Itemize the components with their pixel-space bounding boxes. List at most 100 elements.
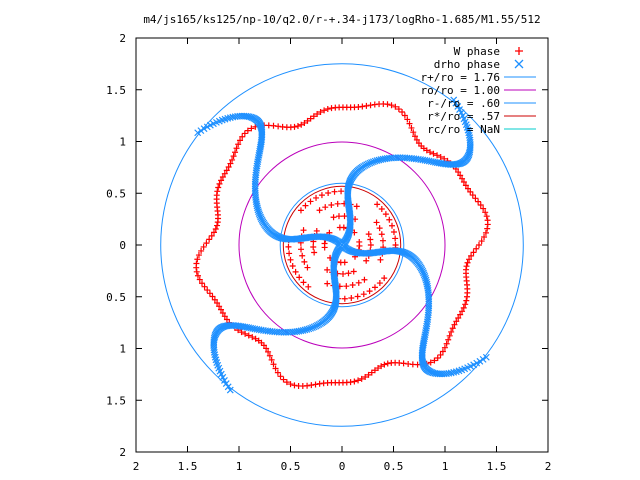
drho-phase-point bbox=[368, 158, 375, 166]
w-phase-point bbox=[299, 252, 306, 259]
w-phase-point bbox=[260, 342, 267, 349]
drho-phase-point bbox=[222, 380, 230, 387]
w-phase-point bbox=[378, 231, 385, 238]
w-phase-point bbox=[338, 188, 345, 195]
w-phase-point bbox=[265, 348, 272, 355]
w-phase-point bbox=[230, 153, 237, 160]
w-phase-point bbox=[367, 236, 374, 243]
w-phase-point bbox=[382, 211, 389, 218]
w-phase-point bbox=[266, 352, 273, 359]
w-phase-point bbox=[270, 361, 277, 368]
w-phase-point bbox=[272, 365, 279, 372]
drho-phase-point bbox=[310, 323, 318, 331]
w-phase-point bbox=[366, 288, 373, 295]
w-phase-point bbox=[263, 345, 270, 352]
drho-phase-point bbox=[256, 211, 264, 219]
w-phase-point bbox=[287, 381, 294, 388]
w-phase-point bbox=[473, 245, 480, 252]
w-phase-point bbox=[453, 318, 460, 325]
legend-marker bbox=[515, 47, 523, 55]
w-phase-point bbox=[475, 198, 482, 205]
w-phase-point bbox=[280, 376, 287, 383]
w-phase-point bbox=[241, 130, 248, 137]
w-phase-point bbox=[219, 174, 226, 181]
w-phase-point bbox=[406, 120, 413, 127]
drho-phase-point bbox=[254, 206, 262, 214]
drho-phase-point bbox=[194, 129, 202, 137]
w-phase-point bbox=[455, 169, 462, 176]
w-phase-point bbox=[312, 381, 319, 388]
w-phase-point bbox=[285, 243, 292, 250]
drho-phase-point bbox=[476, 357, 484, 365]
w-phase-point bbox=[460, 179, 467, 186]
w-phase-point bbox=[208, 232, 215, 239]
w-phase-point bbox=[348, 295, 355, 302]
w-phase-point bbox=[283, 379, 290, 386]
drho-phase-point bbox=[450, 96, 458, 104]
w-phase-point bbox=[371, 101, 378, 108]
w-phase-point bbox=[401, 112, 408, 119]
w-phase-point bbox=[410, 129, 417, 136]
w-phase-point bbox=[386, 216, 393, 223]
w-phase-point bbox=[434, 152, 441, 159]
w-phase-point bbox=[318, 192, 325, 199]
w-phase-point bbox=[378, 363, 385, 370]
w-phase-point bbox=[354, 293, 361, 300]
w-phase-point bbox=[343, 283, 350, 290]
w-phase-point bbox=[376, 280, 383, 287]
w-phase-point bbox=[449, 325, 456, 332]
w-phase-point bbox=[307, 115, 314, 122]
w-phase-point bbox=[467, 188, 474, 195]
w-phase-point bbox=[308, 382, 315, 389]
w-phase-point bbox=[379, 237, 386, 244]
x-tick-label: 0.5 bbox=[281, 460, 301, 473]
w-phase-point bbox=[300, 279, 307, 286]
w-phase-point bbox=[363, 257, 370, 264]
w-phase-point bbox=[363, 102, 370, 109]
w-phase-point bbox=[313, 227, 320, 234]
w-phase-point bbox=[195, 252, 202, 259]
x-tick-label: 0 bbox=[339, 460, 346, 473]
w-phase-point bbox=[239, 133, 246, 140]
w-phase-point bbox=[229, 156, 236, 163]
legend-label: r-/ro = .60 bbox=[427, 97, 500, 110]
w-phase-point bbox=[441, 344, 448, 351]
w-phase-point bbox=[321, 244, 328, 251]
w-phase-point bbox=[322, 204, 329, 211]
w-phase-point bbox=[470, 249, 477, 256]
drho-phase-point bbox=[479, 355, 487, 363]
drho-phase-point bbox=[366, 159, 374, 167]
w-phase-point bbox=[462, 301, 469, 308]
w-phase-point bbox=[292, 268, 299, 275]
w-phase-point bbox=[310, 244, 317, 251]
w-phase-point bbox=[216, 180, 223, 187]
drho-phase-point bbox=[226, 386, 234, 394]
w-phase-point bbox=[472, 195, 479, 202]
legend-label: r*/ro = .57 bbox=[427, 110, 500, 123]
drho-phase-point bbox=[373, 157, 381, 164]
x-tick-label: 2 bbox=[545, 460, 552, 473]
w-phase-point bbox=[464, 185, 471, 192]
w-phase-point bbox=[324, 280, 331, 287]
w-phase-point bbox=[445, 336, 452, 343]
w-phase-point bbox=[484, 217, 491, 224]
w-phase-point bbox=[427, 149, 434, 156]
w-phase-point bbox=[221, 313, 228, 320]
y-tick-label: 1 bbox=[119, 343, 126, 356]
w-phase-point bbox=[245, 332, 252, 339]
w-phase-point bbox=[311, 249, 318, 256]
w-phase-point bbox=[313, 194, 320, 201]
drho-phase-point bbox=[422, 274, 429, 282]
x-tick-label: 0.5 bbox=[384, 460, 404, 473]
legend-marker bbox=[514, 59, 524, 69]
w-phase-point bbox=[463, 263, 470, 270]
w-phase-point bbox=[341, 259, 348, 266]
w-phase-point bbox=[460, 304, 467, 311]
w-phase-point bbox=[218, 177, 225, 184]
drho-phase-point bbox=[305, 325, 313, 333]
w-phase-point bbox=[194, 272, 201, 279]
w-phase-point bbox=[351, 378, 358, 385]
w-phase-point bbox=[365, 371, 372, 378]
w-phase-point bbox=[291, 382, 298, 389]
